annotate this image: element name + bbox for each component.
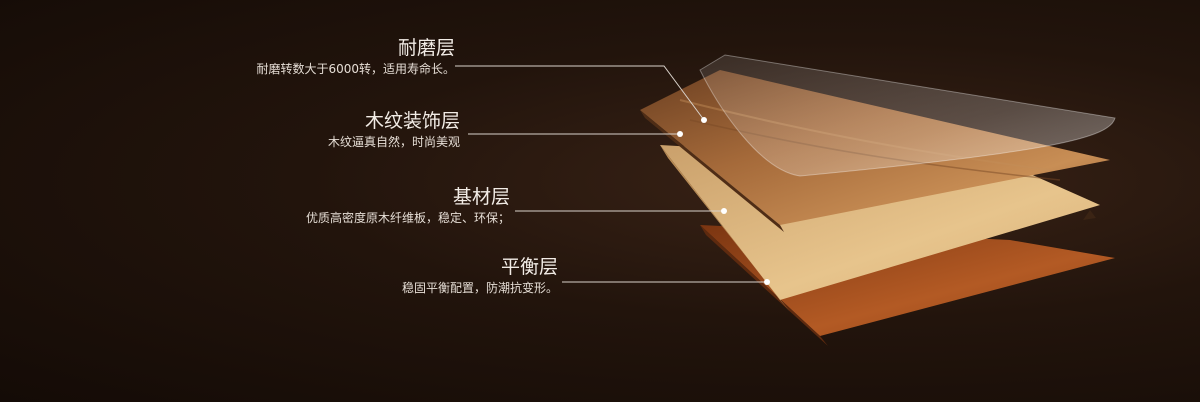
- layer-desc: 耐磨转数大于6000转，适用寿命长。: [256, 62, 455, 76]
- layer-label-base: 基材层 优质高密度原木纤维板，稳定、环保；: [306, 186, 510, 226]
- layer-label-balance: 平衡层 稳固平衡配置，防潮抗变形。: [402, 256, 558, 296]
- layer-title: 平衡层: [500, 256, 558, 278]
- layer-label-wear: 耐磨层 耐磨转数大于6000转，适用寿命长。: [256, 37, 455, 77]
- layer-title: 耐磨层: [397, 37, 455, 59]
- layer-desc: 木纹逼真自然，时尚美观: [327, 135, 460, 149]
- leader-lines: [455, 65, 767, 283]
- leader-dots: [677, 117, 770, 285]
- wear-layer: [699, 54, 1116, 177]
- layer-desc: 优质高密度原木纤维板，稳定、环保；: [305, 211, 510, 225]
- layer-label-decor: 木纹装饰层 木纹逼真自然，时尚美观: [328, 110, 460, 150]
- layer-title: 基材层: [452, 186, 510, 208]
- layer-desc: 稳固平衡配置，防潮抗变形。: [401, 281, 558, 295]
- layer-title: 木纹装饰层: [364, 110, 460, 132]
